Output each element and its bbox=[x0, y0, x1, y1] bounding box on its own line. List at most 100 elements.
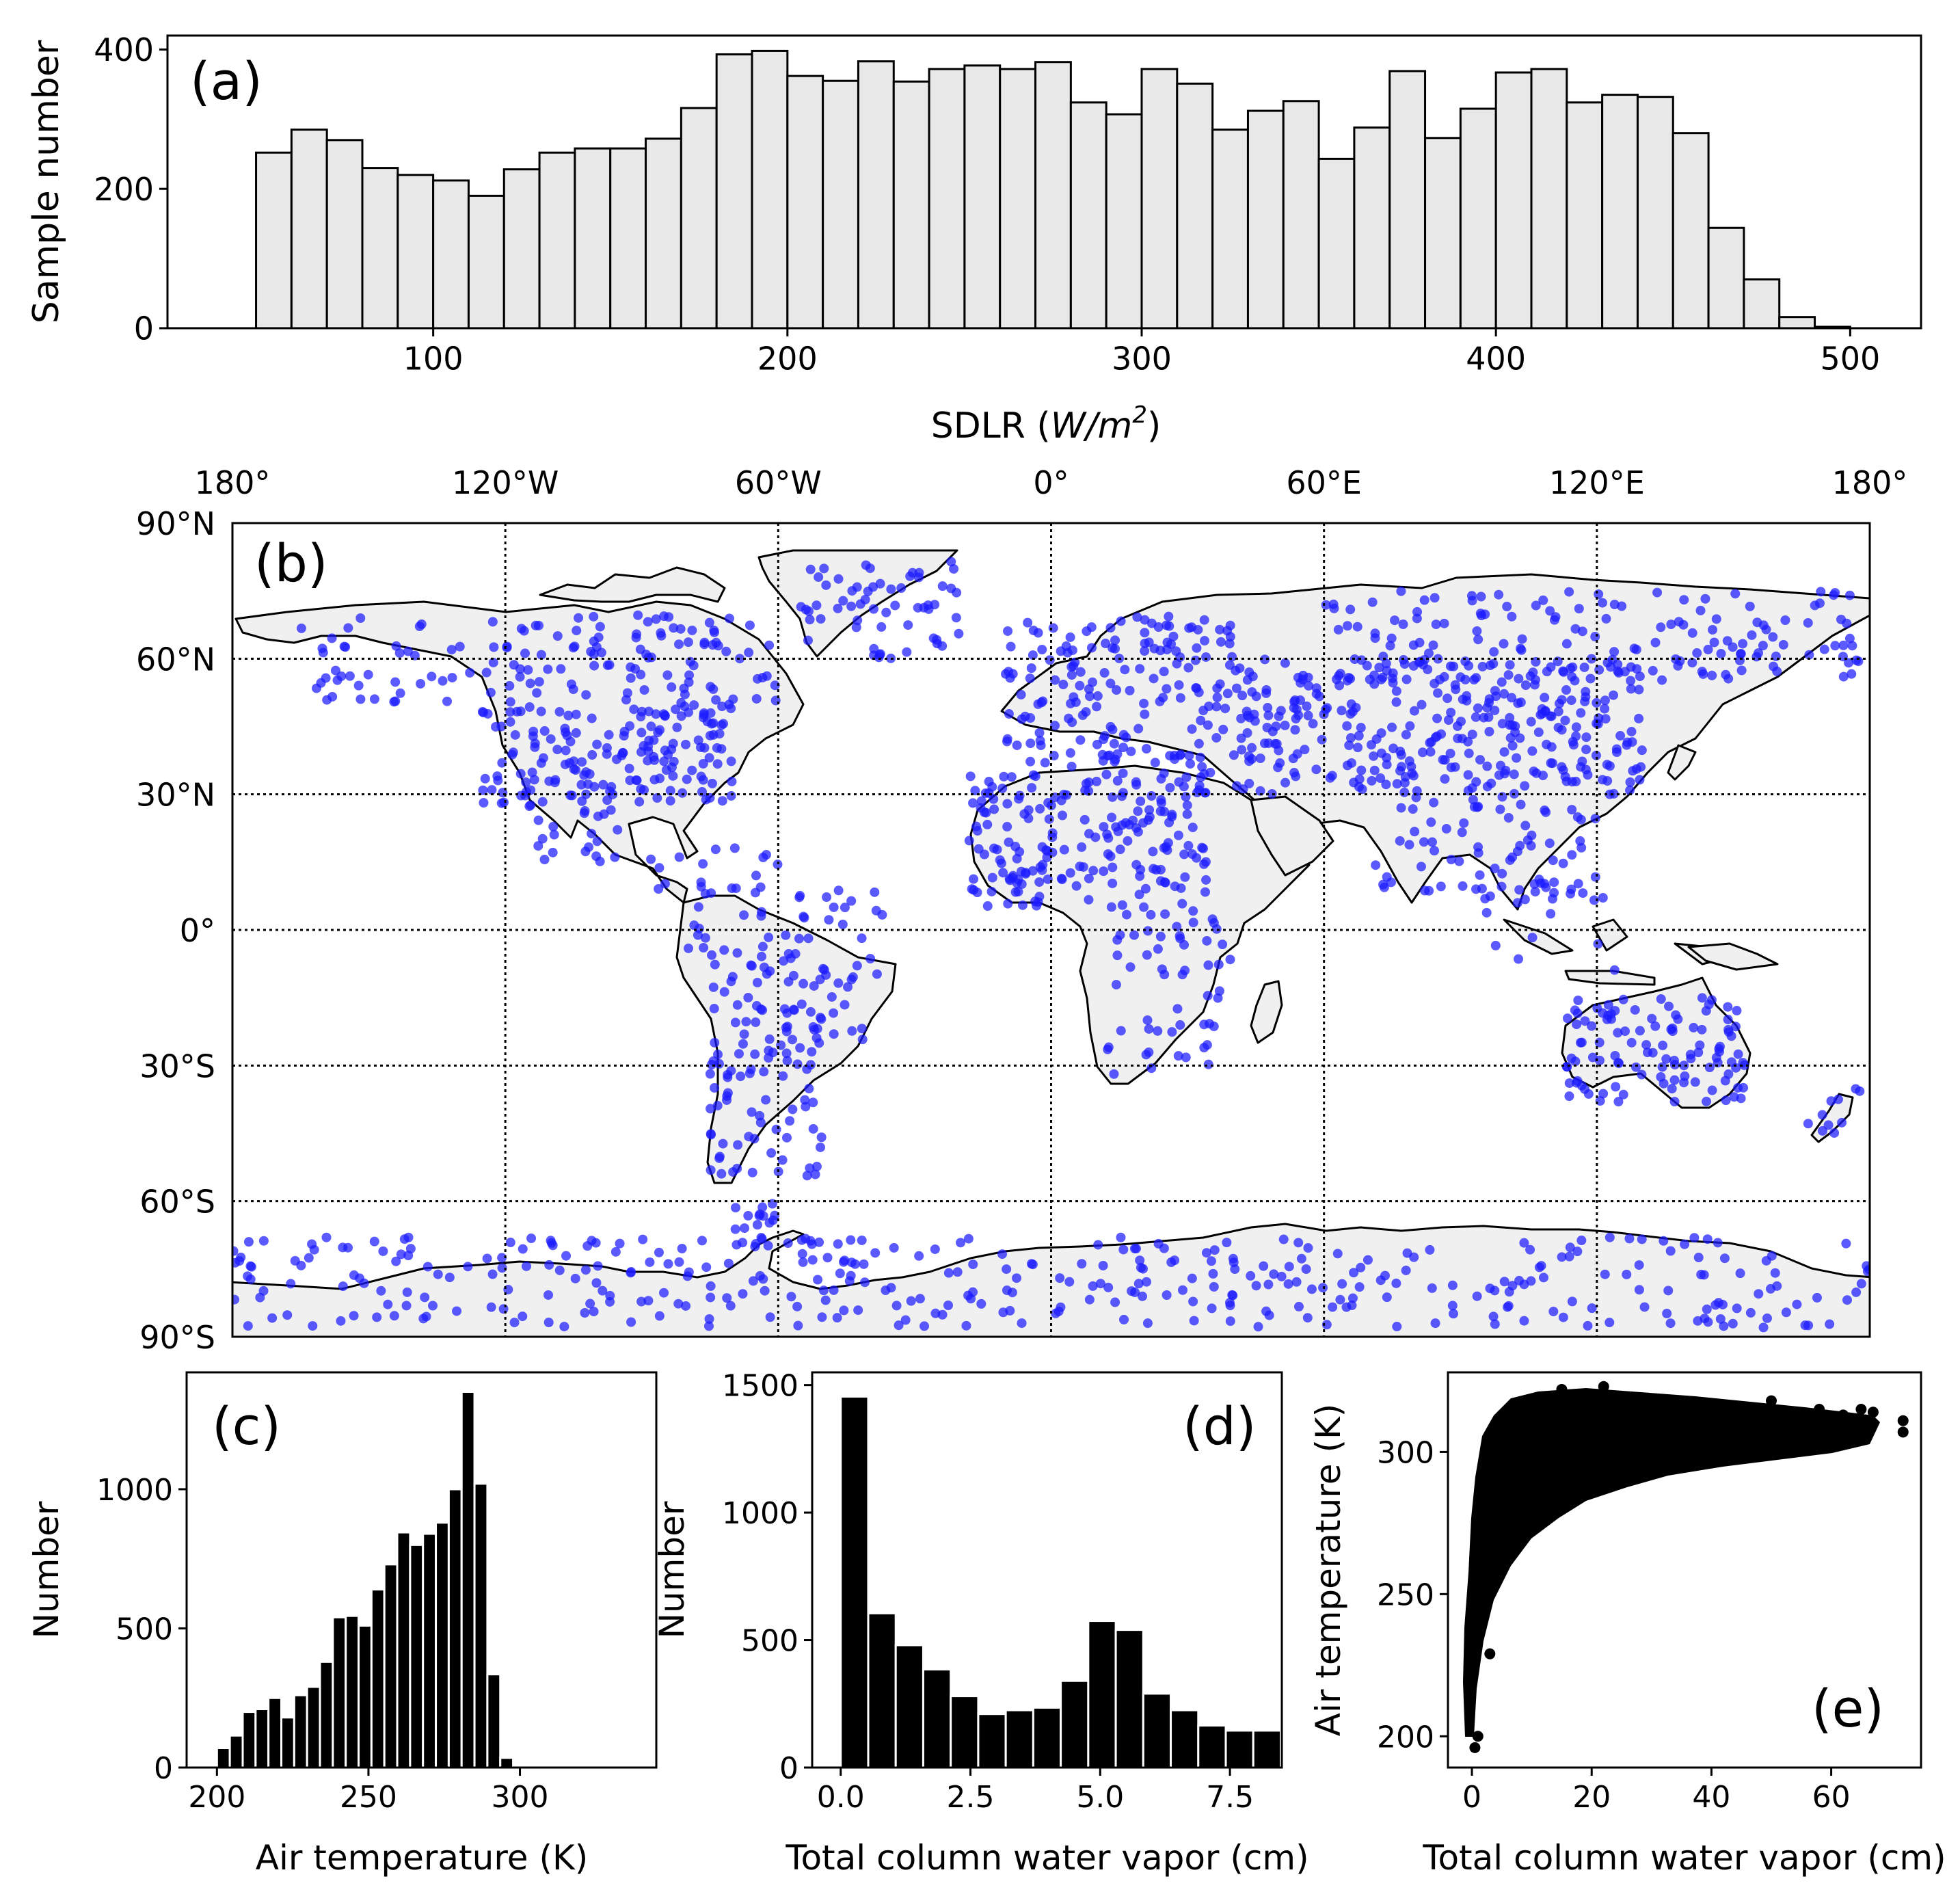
station-point bbox=[1520, 680, 1531, 691]
station-point bbox=[1440, 774, 1450, 784]
station-point bbox=[1680, 1071, 1690, 1081]
longitude-label: 60°W bbox=[735, 464, 822, 501]
station-point bbox=[574, 613, 584, 623]
station-point bbox=[232, 1257, 241, 1268]
station-point bbox=[1739, 1060, 1749, 1070]
station-point bbox=[1567, 850, 1577, 860]
scatter-point bbox=[1855, 1404, 1867, 1415]
station-point bbox=[1173, 1051, 1183, 1061]
station-point bbox=[1356, 1262, 1366, 1273]
station-point bbox=[734, 1049, 744, 1059]
histogram-bar bbox=[867, 1612, 897, 1769]
histogram-bar bbox=[435, 1521, 450, 1769]
station-point bbox=[667, 682, 677, 692]
station-point bbox=[591, 851, 602, 862]
x-tick-label: 250 bbox=[340, 1780, 397, 1815]
station-point bbox=[1505, 720, 1515, 730]
station-point bbox=[891, 1301, 902, 1311]
station-point bbox=[1369, 765, 1380, 775]
station-point bbox=[1567, 1296, 1577, 1307]
station-point bbox=[318, 648, 328, 658]
station-point bbox=[793, 1320, 803, 1331]
station-point bbox=[1522, 835, 1533, 845]
station-point bbox=[1416, 862, 1426, 872]
station-point bbox=[1605, 761, 1615, 771]
station-point bbox=[1736, 649, 1746, 659]
station-point bbox=[581, 789, 591, 799]
station-point bbox=[914, 568, 924, 578]
station-point bbox=[702, 717, 712, 727]
station-point bbox=[1280, 658, 1290, 668]
station-point bbox=[677, 788, 688, 798]
histogram-bar bbox=[1252, 1729, 1282, 1769]
station-point bbox=[696, 881, 706, 892]
station-point bbox=[1716, 649, 1726, 659]
station-point bbox=[611, 754, 621, 764]
station-point bbox=[581, 767, 591, 777]
station-point bbox=[1598, 1089, 1609, 1099]
station-point bbox=[1200, 788, 1210, 798]
histogram-bar bbox=[319, 1660, 334, 1769]
station-point bbox=[1127, 1286, 1137, 1296]
station-point bbox=[1159, 877, 1170, 888]
station-point bbox=[1003, 898, 1013, 909]
station-point bbox=[644, 735, 654, 745]
station-point bbox=[1488, 658, 1499, 669]
station-point bbox=[1702, 1096, 1712, 1106]
station-point bbox=[817, 1312, 827, 1322]
station-point bbox=[539, 854, 550, 864]
station-point bbox=[797, 1249, 807, 1259]
station-point bbox=[548, 847, 558, 857]
station-point bbox=[1702, 1304, 1712, 1314]
station-point bbox=[1139, 902, 1149, 912]
station-point bbox=[1382, 1292, 1392, 1303]
station-point bbox=[532, 688, 542, 698]
station-point bbox=[757, 907, 767, 917]
station-point bbox=[902, 647, 912, 657]
station-point bbox=[1574, 604, 1584, 614]
station-point bbox=[1005, 673, 1015, 683]
station-point bbox=[1485, 1283, 1495, 1294]
station-point bbox=[853, 1305, 863, 1316]
station-point bbox=[613, 825, 623, 835]
station-point bbox=[1025, 713, 1036, 723]
station-point bbox=[625, 775, 635, 786]
station-point bbox=[524, 702, 535, 712]
station-point bbox=[914, 1251, 924, 1261]
station-point bbox=[1179, 849, 1190, 860]
station-point bbox=[982, 819, 993, 829]
station-point bbox=[667, 762, 677, 773]
station-point bbox=[610, 852, 620, 862]
station-point bbox=[778, 1071, 788, 1081]
station-point bbox=[1183, 663, 1194, 673]
station-point bbox=[764, 640, 775, 650]
station-point bbox=[1209, 1022, 1219, 1032]
station-point bbox=[1721, 1095, 1731, 1106]
station-point bbox=[1399, 655, 1409, 665]
station-point bbox=[818, 1285, 829, 1296]
station-point bbox=[819, 965, 829, 975]
station-point bbox=[857, 1024, 867, 1034]
station-point bbox=[1722, 636, 1732, 646]
station-point bbox=[1051, 1308, 1061, 1318]
station-point bbox=[1626, 726, 1637, 736]
station-point bbox=[1762, 1313, 1772, 1323]
station-point bbox=[998, 1307, 1008, 1318]
station-point bbox=[1605, 1318, 1615, 1328]
station-point bbox=[1703, 644, 1713, 654]
station-point bbox=[488, 657, 498, 667]
station-point bbox=[1679, 595, 1689, 605]
station-point bbox=[943, 1300, 953, 1310]
station-point bbox=[1804, 650, 1814, 660]
station-point bbox=[1321, 704, 1331, 715]
y-tick-label: 0 bbox=[134, 310, 154, 347]
station-point bbox=[1475, 870, 1485, 880]
station-point bbox=[1401, 674, 1412, 684]
station-point bbox=[814, 572, 824, 582]
station-point bbox=[1182, 800, 1192, 810]
station-point bbox=[852, 961, 862, 971]
station-point bbox=[1851, 655, 1862, 665]
station-point bbox=[339, 641, 349, 652]
station-point bbox=[1055, 1273, 1065, 1283]
station-point bbox=[1477, 661, 1488, 671]
